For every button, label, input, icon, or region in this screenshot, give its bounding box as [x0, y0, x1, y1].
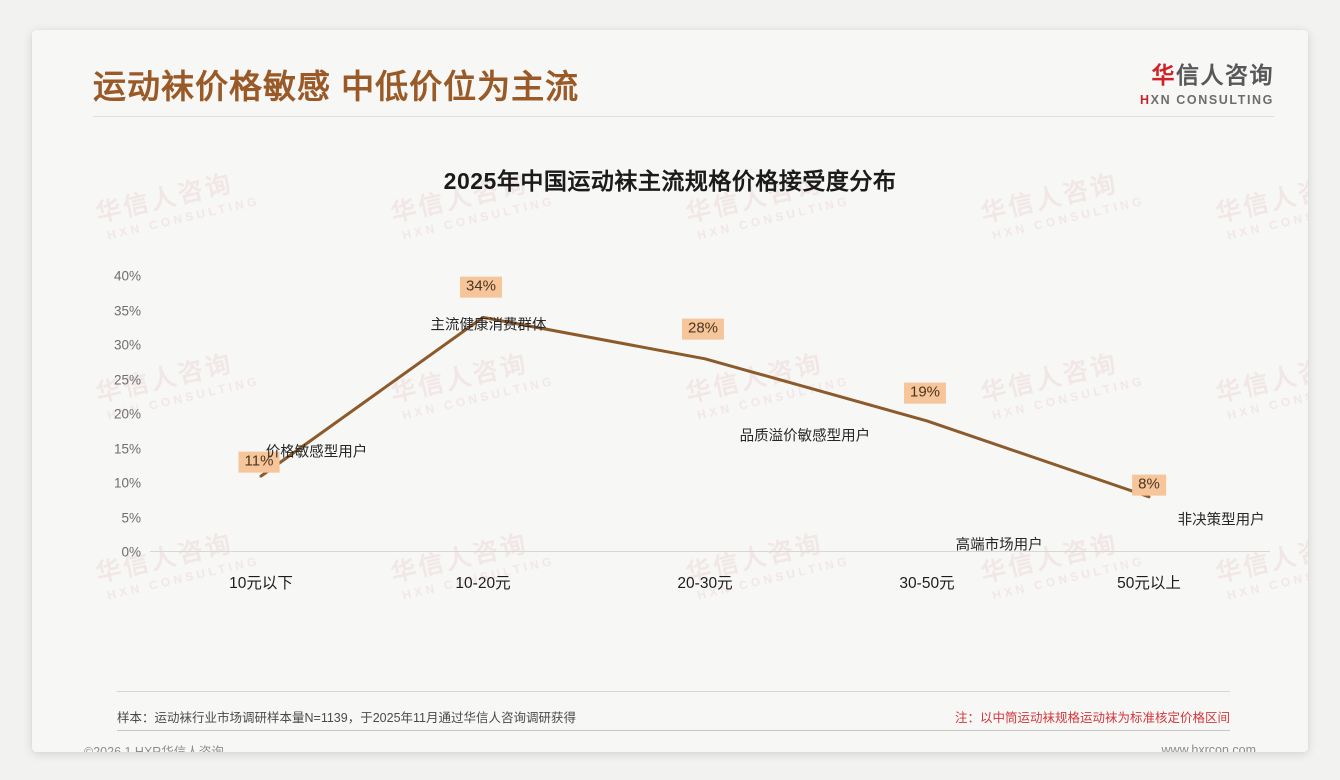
y-axis-tick-label: 0% [121, 544, 141, 560]
website-text: www.hxrcon.com [1161, 743, 1256, 752]
watermark-english: HXN CONSULTING [1225, 193, 1308, 243]
x-axis-tick-label: 20-30元 [677, 575, 733, 592]
data-point-label: 8% [1132, 474, 1166, 496]
logo-english: HXN CONSULTING [1140, 93, 1274, 107]
plot-area: 0% 5% 10% 15% 20% 25% 30% 35% 40% 10元以下 10-20元 20-… [114, 269, 1270, 592]
header-divider [93, 116, 1274, 117]
chart-title: 2025年中国运动袜主流规格价格接受度分布 [443, 168, 897, 194]
logo-chinese-rest: 信人咨询 [1176, 62, 1274, 88]
x-axis-tick-label: 10-20元 [455, 575, 511, 592]
watermark-english: HXN CONSULTING [400, 193, 557, 243]
x-axis-tick-label: 10元以下 [229, 575, 293, 592]
logo-chinese: 华信人咨询 [1140, 56, 1274, 90]
footer-divider-bottom [117, 730, 1230, 731]
segment-annotation: 价格敏感型用户 [265, 444, 368, 461]
slide-header: 运动袜价格敏感 中低价位为主流 华信人咨询 HXN CONSULTING [32, 30, 1308, 122]
series-line [259, 315, 1151, 499]
slide-canvas: 华信人咨询 HXN CONSULTING 华信人咨询 HXN CONSULTING 华信… [32, 30, 1308, 752]
watermark-english: HXN CONSULTING [105, 193, 262, 243]
series-polyline [259, 315, 1151, 499]
x-axis-tick-label: 30-50元 [899, 575, 955, 592]
segment-annotation: 高端市场用户 [955, 537, 1043, 554]
caveat-note: 注：以中筒运动袜规格运动袜为标准核定价格区间 [954, 710, 1230, 725]
logo-english-accent: H [1140, 93, 1151, 107]
y-axis-tick-label: 5% [121, 510, 141, 525]
footer-divider-top [117, 691, 1230, 692]
data-point-label: 19% [903, 382, 947, 404]
y-axis-tick-label: 40% [113, 268, 141, 284]
segment-annotation: 主流健康消费群体 [430, 317, 547, 334]
segment-annotation: 非决策型用户 [1177, 512, 1265, 529]
copyright-text: ©2026.1 HXR华信人咨询 [84, 744, 224, 753]
segment-annotation: 品质溢价敏感型用户 [739, 428, 871, 445]
footer-bar: ©2026.1 HXR华信人咨询 www.hxrcon.com [84, 738, 1256, 752]
watermark-english: HXN CONSULTING [695, 193, 852, 243]
y-axis-tick-label: 25% [113, 372, 141, 387]
y-axis-tick-label: 10% [113, 475, 141, 491]
y-axis-tick-label: 35% [113, 303, 141, 318]
y-axis-tick-label: 15% [113, 441, 141, 456]
page-title: 运动袜价格敏感 中低价位为主流 [93, 68, 580, 105]
logo-english-rest: XN CONSULTING [1150, 93, 1274, 107]
data-point-label: 34% [459, 277, 503, 298]
line-chart: 0% 5% 10% 15% 20% 25% 30% 35% 40% 10元以下 10-20元 20-… [108, 240, 1270, 592]
x-axis-tick-label: 50元以上 [1117, 575, 1181, 592]
sample-note: 样本：运动袜行业市场调研样本量N=1139，于2025年11月通过华信人咨询调研… [117, 710, 576, 725]
logo-chinese-accent: 华 [1151, 62, 1176, 88]
watermark-english: HXN CONSULTING [990, 193, 1147, 243]
data-point-label: 11% [238, 451, 280, 473]
y-axis-tick-label: 30% [113, 337, 141, 353]
y-axis-tick-label: 20% [113, 406, 141, 422]
footer-notes: 样本：运动袜行业市场调研样本量N=1139，于2025年11月通过华信人咨询调研… [117, 702, 1230, 730]
brand-logo: 华信人咨询 HXN CONSULTING [1140, 56, 1274, 107]
x-axis-line [150, 551, 1270, 552]
data-point-label: 28% [681, 318, 725, 340]
